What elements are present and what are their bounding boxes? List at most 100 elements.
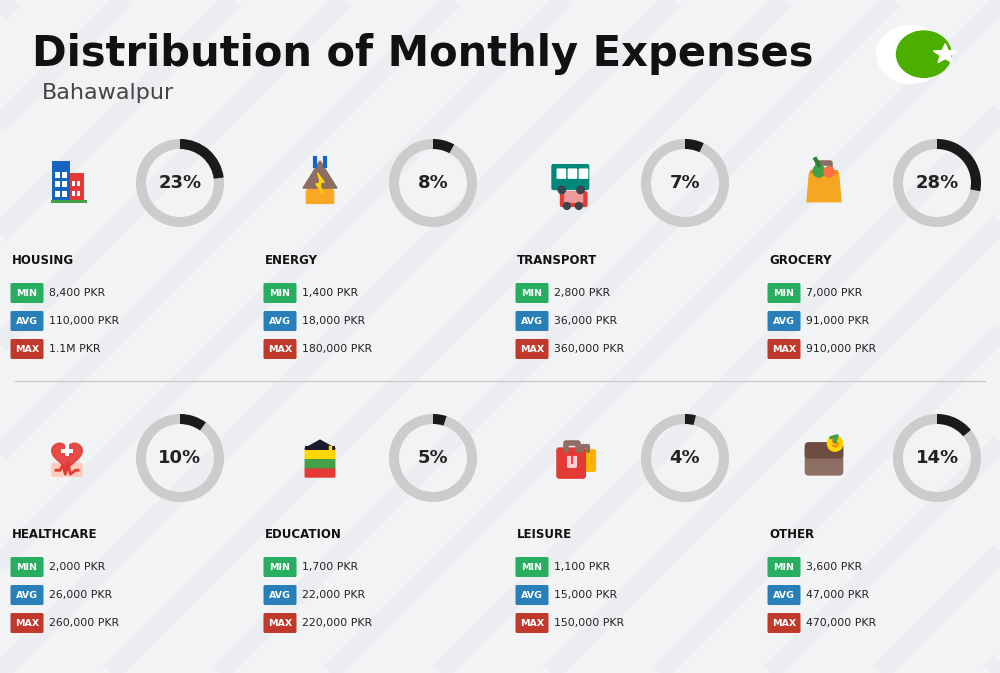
Wedge shape (433, 139, 454, 153)
FancyBboxPatch shape (51, 463, 83, 477)
Text: MAX: MAX (520, 618, 544, 627)
FancyBboxPatch shape (65, 444, 69, 456)
Text: 26,000 PKR: 26,000 PKR (49, 590, 112, 600)
Wedge shape (136, 414, 224, 502)
FancyBboxPatch shape (11, 585, 44, 605)
Circle shape (824, 167, 834, 177)
Text: AVG: AVG (16, 590, 38, 600)
Text: MAX: MAX (772, 618, 796, 627)
Wedge shape (389, 414, 477, 502)
Polygon shape (316, 173, 324, 193)
FancyBboxPatch shape (768, 613, 801, 633)
Text: MIN: MIN (270, 563, 290, 571)
FancyBboxPatch shape (70, 173, 84, 202)
FancyBboxPatch shape (564, 191, 583, 203)
Text: AVG: AVG (521, 590, 543, 600)
Text: EDUCATION: EDUCATION (265, 528, 342, 542)
Wedge shape (685, 139, 704, 152)
Text: AVG: AVG (269, 316, 291, 326)
Text: 7,000 PKR: 7,000 PKR (806, 288, 862, 298)
Text: 4%: 4% (670, 449, 700, 467)
Wedge shape (896, 31, 951, 77)
FancyBboxPatch shape (55, 190, 60, 197)
Text: 2,000 PKR: 2,000 PKR (49, 562, 105, 572)
FancyBboxPatch shape (52, 161, 70, 202)
Wedge shape (685, 414, 696, 425)
Wedge shape (389, 139, 477, 227)
FancyBboxPatch shape (560, 191, 588, 207)
Text: 36,000 PKR: 36,000 PKR (554, 316, 617, 326)
FancyBboxPatch shape (516, 339, 548, 359)
Text: 15,000 PKR: 15,000 PKR (554, 590, 617, 600)
Text: MAX: MAX (520, 345, 544, 353)
FancyBboxPatch shape (768, 339, 801, 359)
Text: Bahawalpur: Bahawalpur (42, 83, 174, 103)
Text: MAX: MAX (268, 618, 292, 627)
Text: MIN: MIN (522, 289, 542, 297)
Text: 7%: 7% (670, 174, 700, 192)
FancyBboxPatch shape (805, 442, 843, 458)
Text: MIN: MIN (16, 563, 38, 571)
FancyBboxPatch shape (768, 311, 801, 331)
Text: 260,000 PKR: 260,000 PKR (49, 618, 119, 628)
Wedge shape (433, 414, 447, 425)
Text: MAX: MAX (15, 345, 39, 353)
Circle shape (577, 186, 584, 194)
Text: Distribution of Monthly Expenses: Distribution of Monthly Expenses (32, 33, 814, 75)
FancyBboxPatch shape (579, 168, 588, 179)
Wedge shape (877, 25, 945, 83)
FancyBboxPatch shape (305, 449, 335, 459)
FancyBboxPatch shape (264, 283, 296, 303)
Text: OTHER: OTHER (769, 528, 814, 542)
FancyBboxPatch shape (577, 449, 596, 472)
Text: 1,700 PKR: 1,700 PKR (302, 562, 358, 572)
FancyBboxPatch shape (77, 190, 80, 196)
Wedge shape (180, 414, 206, 431)
Text: MIN: MIN (774, 563, 795, 571)
FancyBboxPatch shape (805, 446, 843, 476)
Circle shape (564, 203, 570, 209)
Wedge shape (937, 139, 981, 191)
Text: AVG: AVG (773, 590, 795, 600)
Text: 47,000 PKR: 47,000 PKR (806, 590, 869, 600)
FancyBboxPatch shape (62, 181, 67, 187)
FancyBboxPatch shape (51, 200, 87, 203)
FancyBboxPatch shape (568, 168, 577, 179)
FancyBboxPatch shape (557, 168, 566, 179)
Wedge shape (641, 414, 729, 502)
Text: AVG: AVG (521, 316, 543, 326)
Text: AVG: AVG (773, 316, 795, 326)
Text: HOUSING: HOUSING (12, 254, 74, 267)
Wedge shape (180, 139, 224, 179)
FancyBboxPatch shape (77, 181, 80, 186)
FancyBboxPatch shape (55, 172, 60, 178)
Text: AVG: AVG (16, 316, 38, 326)
Text: 5%: 5% (418, 449, 448, 467)
FancyBboxPatch shape (516, 585, 548, 605)
Text: 2,800 PKR: 2,800 PKR (554, 288, 610, 298)
FancyBboxPatch shape (305, 458, 335, 468)
Text: 23%: 23% (158, 174, 202, 192)
Text: 910,000 PKR: 910,000 PKR (806, 344, 876, 354)
Circle shape (575, 203, 582, 209)
FancyBboxPatch shape (264, 585, 296, 605)
Text: TRANSPORT: TRANSPORT (517, 254, 597, 267)
Wedge shape (893, 139, 981, 227)
FancyBboxPatch shape (810, 170, 838, 174)
FancyBboxPatch shape (11, 557, 44, 577)
FancyBboxPatch shape (11, 311, 44, 331)
Text: MAX: MAX (268, 345, 292, 353)
Text: 8%: 8% (418, 174, 448, 192)
Text: MIN: MIN (774, 289, 795, 297)
FancyBboxPatch shape (551, 164, 589, 190)
Text: HEALTHCARE: HEALTHCARE (12, 528, 98, 542)
Text: 220,000 PKR: 220,000 PKR (302, 618, 372, 628)
FancyBboxPatch shape (305, 446, 335, 450)
Circle shape (827, 436, 843, 451)
Text: AVG: AVG (269, 590, 291, 600)
Polygon shape (933, 44, 957, 63)
Text: 1.1M PKR: 1.1M PKR (49, 344, 100, 354)
FancyBboxPatch shape (61, 449, 73, 453)
Polygon shape (807, 173, 841, 202)
Text: 360,000 PKR: 360,000 PKR (554, 344, 624, 354)
